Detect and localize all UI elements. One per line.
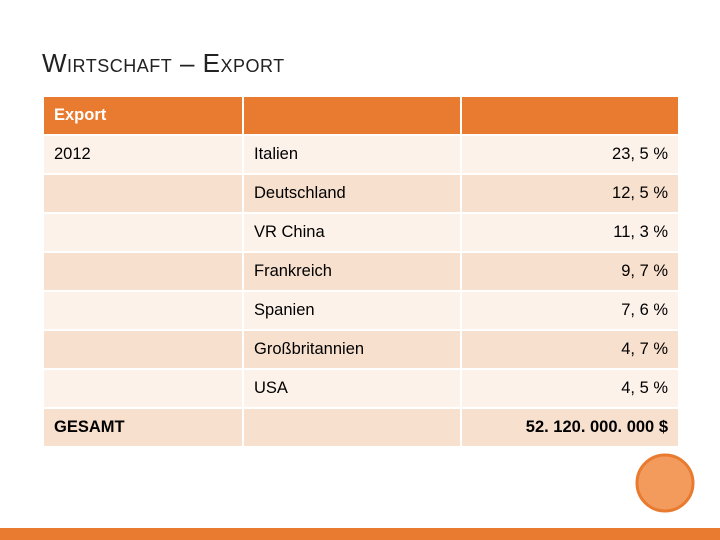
table-row: Deutschland 12, 5 % bbox=[43, 174, 679, 213]
title-dash: – bbox=[180, 48, 203, 78]
table-cell: Spanien bbox=[243, 291, 461, 330]
decor-circle-icon bbox=[632, 450, 698, 516]
header-cell bbox=[243, 96, 461, 135]
table-cell bbox=[243, 408, 461, 447]
table-cell: Deutschland bbox=[243, 174, 461, 213]
table-row: Frankreich 9, 7 % bbox=[43, 252, 679, 291]
table-cell: USA bbox=[243, 369, 461, 408]
table-cell bbox=[43, 369, 243, 408]
table-cell bbox=[43, 330, 243, 369]
title-main: Wirtschaft bbox=[42, 48, 180, 78]
table-cell: 4, 7 % bbox=[461, 330, 679, 369]
table-cell: 11, 3 % bbox=[461, 213, 679, 252]
decor-footer-bar bbox=[0, 528, 720, 540]
table-cell: VR China bbox=[243, 213, 461, 252]
table-cell: Großbritannien bbox=[243, 330, 461, 369]
header-cell: Export bbox=[43, 96, 243, 135]
table-header-row: Export bbox=[43, 96, 679, 135]
slide: Wirtschaft – Export Export 2012 Italien … bbox=[0, 0, 720, 540]
table-row: Spanien 7, 6 % bbox=[43, 291, 679, 330]
table-cell: 12, 5 % bbox=[461, 174, 679, 213]
table-cell: 9, 7 % bbox=[461, 252, 679, 291]
total-label: GESAMT bbox=[43, 408, 243, 447]
table-cell: 23, 5 % bbox=[461, 135, 679, 174]
title-sub: Export bbox=[203, 48, 285, 78]
table-total-row: GESAMT 52. 120. 000. 000 $ bbox=[43, 408, 679, 447]
table-row: USA 4, 5 % bbox=[43, 369, 679, 408]
table-cell: 2012 bbox=[43, 135, 243, 174]
export-table: Export 2012 Italien 23, 5 % Deutschland … bbox=[42, 95, 680, 448]
table-row: Großbritannien 4, 7 % bbox=[43, 330, 679, 369]
slide-title: Wirtschaft – Export bbox=[42, 48, 678, 79]
table-cell: 4, 5 % bbox=[461, 369, 679, 408]
header-cell bbox=[461, 96, 679, 135]
total-value: 52. 120. 000. 000 $ bbox=[461, 408, 679, 447]
table-row: VR China 11, 3 % bbox=[43, 213, 679, 252]
table-cell: Italien bbox=[243, 135, 461, 174]
table-cell bbox=[43, 252, 243, 291]
table-cell: 7, 6 % bbox=[461, 291, 679, 330]
table-cell: Frankreich bbox=[243, 252, 461, 291]
table-cell bbox=[43, 291, 243, 330]
table-cell bbox=[43, 174, 243, 213]
table-cell bbox=[43, 213, 243, 252]
table-row: 2012 Italien 23, 5 % bbox=[43, 135, 679, 174]
